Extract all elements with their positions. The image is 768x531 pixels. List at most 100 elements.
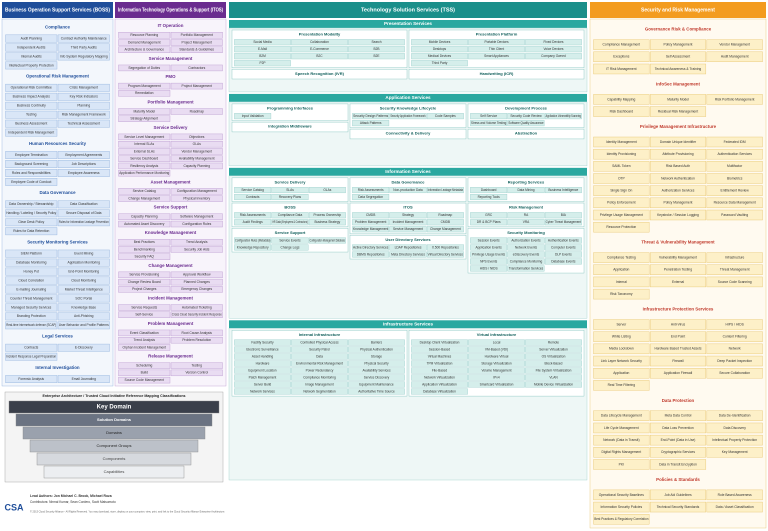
component-label: Planned Changes — [184, 280, 211, 284]
component-box — [593, 197, 650, 209]
component-label: Project Management — [182, 84, 213, 88]
component-label: Deep Packet Inspection — [717, 359, 752, 363]
component-box — [649, 459, 707, 470]
group-title: Presentation Modality — [299, 32, 341, 37]
component-label: Authoritative Time Source — [358, 389, 395, 393]
component-box — [468, 353, 525, 360]
component-box — [5, 343, 58, 352]
component-box — [649, 148, 707, 160]
group-title: Security Monitoring — [507, 230, 545, 235]
component-box — [118, 369, 171, 377]
component-label: CMDB — [441, 220, 450, 224]
component-box — [426, 187, 464, 194]
component-box — [593, 501, 650, 513]
section-title: Privilege Management Infrastructure — [640, 124, 717, 129]
component-box — [234, 187, 272, 194]
component-box — [468, 360, 525, 367]
component-label: Reporting Tools — [478, 195, 500, 199]
component-box — [5, 258, 58, 267]
component-label: Virtual Directory Services — [428, 252, 464, 256]
component-label: Trend Analysis — [186, 240, 208, 244]
component-label: Search — [371, 40, 381, 44]
component-box — [57, 267, 110, 276]
component-box — [118, 337, 171, 344]
legend-level — [22, 426, 206, 440]
group-title: Service Support — [275, 230, 306, 235]
component-box — [5, 83, 58, 92]
component-label: Threat Management — [720, 268, 750, 272]
column-title: Security and Risk Management — [641, 7, 715, 13]
component-box — [291, 388, 348, 395]
component-box — [352, 187, 390, 194]
component-box — [507, 265, 545, 272]
component-label: Residual Risk Management — [658, 109, 698, 113]
component-box — [170, 188, 223, 195]
component-box — [170, 311, 223, 318]
component-box — [352, 194, 390, 201]
component-label: Secure Disposal of Data — [66, 211, 102, 215]
component-label: File-Based — [432, 368, 447, 372]
component-label: Data in Transit Encryption — [659, 462, 697, 466]
component-box — [5, 151, 58, 159]
component-label: HR Data (Employees & Contractors) — [272, 220, 307, 224]
component-label: Server Virtualization — [539, 347, 568, 351]
component-label: B2C — [316, 54, 323, 58]
component-label: Authorization Events — [511, 238, 541, 242]
component-box — [544, 251, 582, 258]
component-box — [507, 187, 545, 194]
column-header — [229, 2, 587, 18]
component-label: Independent Risk Management — [8, 131, 54, 135]
component-label: Network — [729, 347, 741, 351]
component-box — [468, 346, 525, 353]
component-box — [352, 219, 390, 226]
component-label: Capacity Planning — [131, 215, 158, 219]
component-box — [649, 51, 707, 62]
component-box — [706, 264, 763, 275]
component-label: Software Management — [180, 215, 213, 219]
component-label: Authentication Services — [717, 152, 752, 156]
component-box — [271, 212, 309, 219]
component-label: Service Discovery — [364, 375, 390, 379]
component-label: Capability Mapping — [607, 97, 635, 101]
component-label: Smart Appliances — [484, 54, 509, 58]
component-box — [426, 212, 464, 219]
component-label: E-mailing Journaling — [16, 287, 46, 291]
component-label: Network Segmentation — [303, 389, 335, 393]
component-box — [593, 173, 650, 184]
component-label: Security FAQ — [135, 255, 155, 259]
component-box — [170, 246, 223, 253]
section-title: Legal Services — [42, 334, 73, 339]
component-box — [57, 375, 110, 383]
component-box — [544, 237, 582, 244]
component-box — [649, 252, 707, 263]
component-label: Employee Code of Conduct — [11, 180, 51, 184]
legend-level — [15, 413, 213, 427]
component-box — [411, 53, 468, 60]
component-box — [234, 237, 272, 244]
component-box — [593, 161, 650, 172]
component-label: Roadmap — [438, 213, 452, 217]
component-box — [170, 329, 223, 337]
component-label: SIEM Platform — [21, 252, 43, 256]
component-label: LDAP Repositories — [395, 245, 422, 249]
component-box — [593, 209, 650, 221]
component-label: Image Management — [305, 382, 333, 386]
component-box — [118, 170, 171, 177]
component-box — [544, 212, 582, 219]
component-label: Self-Service — [135, 313, 153, 317]
component-box — [170, 337, 223, 344]
component-label: Authentication Events — [548, 238, 579, 242]
component-label: Biometrics — [727, 176, 743, 180]
component-box — [470, 251, 508, 258]
component-label: Cryptographic Services — [661, 450, 695, 454]
component-box — [544, 219, 582, 226]
component-label: Desktop Client Virtualization — [420, 340, 460, 344]
section-title: Security Monitoring Services — [27, 240, 88, 245]
component-box — [271, 219, 309, 226]
component-box — [411, 346, 468, 353]
component-label: Password Vaulting — [721, 213, 748, 217]
component-box — [118, 246, 171, 253]
component-label: Asset Handling — [252, 354, 274, 358]
component-label: Medical Devices — [428, 54, 452, 58]
component-label: Application — [613, 371, 629, 375]
